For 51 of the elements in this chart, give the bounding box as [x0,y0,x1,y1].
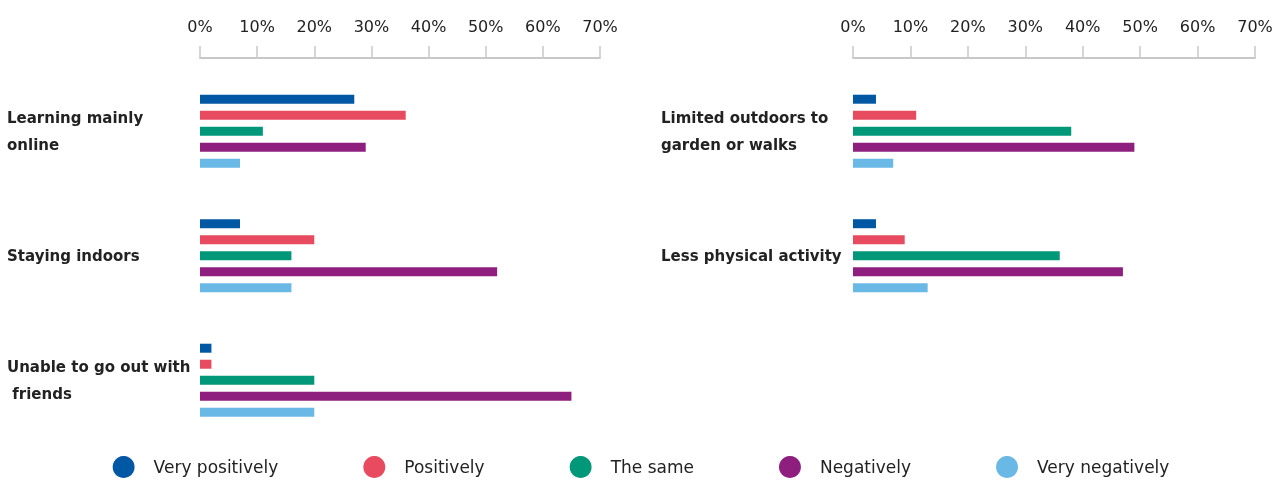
bar [200,375,315,385]
bar [200,142,366,152]
y-tick-label: Unable to go out with friends [7,357,191,403]
x-tick-label: 70% [1237,16,1273,36]
bar [853,110,917,120]
legend-label: Positively [404,457,485,477]
y-tick-label: Less physical activity [661,246,842,265]
x-tick-label: 0% [840,16,866,36]
bar [853,126,1072,136]
y-tick-label: Learning mainly online [7,108,149,154]
bar [200,267,498,277]
legend-label: The same [609,457,694,477]
bar [200,235,315,245]
bar [200,219,240,229]
bar [853,94,876,104]
bar [853,267,1123,277]
bar [853,251,1060,261]
bar [200,359,212,369]
legend-label: Very negatively [1037,457,1170,477]
x-tick-label: 60% [525,16,561,36]
x-tick-label: 20% [296,16,333,36]
x-tick-label: 40% [1064,16,1101,36]
bar [200,94,355,104]
x-tick-label: 70% [582,16,618,36]
x-tick-label: 60% [1179,16,1216,36]
legend-label: Very positively [153,457,279,477]
bar [853,219,876,229]
bar [853,142,1135,152]
bar [853,235,905,245]
x-tick-label: 30% [353,16,390,36]
x-tick-label: 10% [892,16,929,36]
bar [200,251,292,261]
bar [200,158,240,168]
bar [853,158,894,168]
bar [200,391,572,401]
y-tick-label: Limited outdoors to garden or walks [661,108,834,154]
x-tick-label: 0% [187,16,213,36]
bar [853,283,928,293]
bar [200,126,263,136]
x-tick-label: 40% [410,16,447,36]
x-tick-label: 20% [950,16,986,36]
x-tick-label: 30% [1007,16,1044,36]
legend-label: Negatively [819,457,912,477]
bar [200,283,292,293]
bar [200,110,406,120]
x-tick-label: 10% [239,16,275,36]
y-tick-label: Staying indoors [7,246,140,265]
x-tick-label: 50% [1122,16,1158,36]
bar [200,407,315,417]
bar [200,343,212,353]
x-tick-label: 50% [467,16,504,36]
